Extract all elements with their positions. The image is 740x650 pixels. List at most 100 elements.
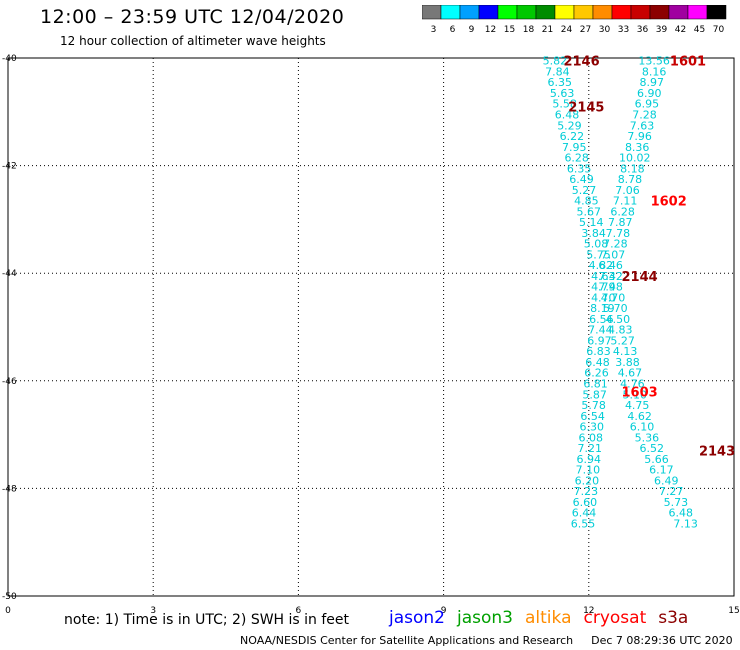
legend-s3a: s3a <box>658 608 689 628</box>
wave-height-label: 6.20 <box>575 474 600 487</box>
colorbar-label: 30 <box>599 25 611 35</box>
chart-title: 12:00 – 23:59 UTC 12/04/2020 <box>40 6 345 28</box>
wave-height-label: 7.28 <box>632 108 657 121</box>
legend-jason2: jason2 <box>389 608 445 628</box>
wave-height-label: 7.44 <box>588 324 613 337</box>
wave-height-label: 5.78 <box>581 399 606 412</box>
pass-time-annotation: 2143 <box>699 445 735 460</box>
wave-height-label: 7.42 <box>598 270 623 283</box>
timestamp-text: Dec 7 08:29:36 UTC 2020 <box>591 634 733 647</box>
wave-height-label: 4.82 <box>589 259 614 272</box>
wave-height-label: 6.08 <box>578 431 603 444</box>
x-tick-label: 3 <box>150 606 156 616</box>
colorbar-label: 24 <box>561 25 573 35</box>
pass-time-annotation: 2145 <box>568 100 604 115</box>
y-tick-label: -50 <box>2 592 17 602</box>
wave-height-label: 6.60 <box>573 496 598 509</box>
wave-height-label: 8.19 <box>590 302 615 315</box>
wave-height-label: 4.63 <box>591 270 616 283</box>
wave-height-label: 4.67 <box>618 367 643 380</box>
chart-subtitle: 12 hour collection of altimeter wave hei… <box>60 34 326 48</box>
wave-height-label: 5.36 <box>635 431 660 444</box>
plot-frame <box>7 57 735 597</box>
wave-height-label: 6.28 <box>564 152 589 165</box>
y-tick-label: -44 <box>2 269 17 279</box>
colorbar-label: 33 <box>618 25 629 35</box>
colorbar-label: 27 <box>580 25 591 35</box>
wave-height-label: 5.87 <box>582 388 607 401</box>
wave-height-label: 6.22 <box>560 130 585 143</box>
x-tick-label: 6 <box>296 606 302 616</box>
colorbar-label: 70 <box>713 25 725 35</box>
wave-height-label: 8.36 <box>625 141 650 154</box>
x-tick-label: 12 <box>583 606 594 616</box>
wave-height-label: 6.81 <box>583 377 608 390</box>
wave-height-label: 8.18 <box>620 162 645 175</box>
wave-height-label: 7.10 <box>576 464 601 477</box>
wave-height-label: 3.88 <box>615 356 640 369</box>
y-tick-label: -46 <box>2 377 17 387</box>
x-tick-label: 15 <box>728 606 739 616</box>
pass-time-annotation: 1601 <box>670 55 706 70</box>
wave-height-label: 6.52 <box>639 442 664 455</box>
x-tick-label: 0 <box>5 606 11 616</box>
wave-height-label: 5.63 <box>550 87 575 100</box>
wave-height-label: 6.90 <box>637 87 662 100</box>
wave-height-label: 6.26 <box>584 367 609 380</box>
wave-height-label: 5.82 <box>543 55 568 68</box>
wave-height-label: 7.84 <box>545 65 570 78</box>
wave-height-label: 5.27 <box>572 184 597 197</box>
legend-cryosat: cryosat <box>583 608 647 628</box>
wave-height-label: 6.48 <box>555 108 580 121</box>
legend-jason3: jason3 <box>457 608 513 628</box>
wave-height-label: 7.96 <box>627 130 652 143</box>
wave-height-label: 7.78 <box>606 227 631 240</box>
wave-height-label: 7.87 <box>608 216 633 229</box>
wave-height-label: 4.75 <box>625 399 650 412</box>
wave-height-label: 7.23 <box>574 485 599 498</box>
wave-height-label: 8.16 <box>642 65 667 78</box>
wave-height-label: 4.70 <box>591 291 616 304</box>
pass-time-annotation: 1602 <box>651 195 687 210</box>
wave-height-label: 6.95 <box>635 98 660 111</box>
wave-height-label: 6.35 <box>567 162 592 175</box>
wave-height-label: 5.08 <box>584 238 609 251</box>
wave-height-label: 6.44 <box>572 507 597 520</box>
wave-height-label: 7.21 <box>578 442 603 455</box>
wave-height-label: 6.97 <box>587 334 612 347</box>
wave-height-label: 6.30 <box>579 421 604 434</box>
wave-height-label: 6.28 <box>610 205 635 218</box>
colorbar-label: 6 <box>450 25 456 35</box>
wave-height-label: 5.27 <box>610 334 635 347</box>
wave-height-label: 13.56 <box>638 55 670 68</box>
y-tick-label: -42 <box>2 162 17 172</box>
wave-height-label: 4.70 <box>601 291 626 304</box>
wave-height-label: 5.66 <box>644 453 669 466</box>
wave-height-label: 6.17 <box>649 464 674 477</box>
wave-height-label: 6.46 <box>598 259 623 272</box>
wave-height-label: 4.62 <box>627 410 652 423</box>
wave-height-label: 7.28 <box>603 238 628 251</box>
wave-height-label: 8.78 <box>618 173 643 186</box>
wave-height-label: 4.50 <box>606 313 631 326</box>
wave-height-label: 6.94 <box>577 453 602 466</box>
wave-height-label: 7.48 <box>598 281 623 294</box>
wave-height-label: 7.07 <box>601 248 626 261</box>
pass-time-annotation: 2144 <box>622 270 658 285</box>
wave-height-label: 6.49 <box>569 173 594 186</box>
wave-height-label: 8.97 <box>639 76 664 89</box>
wave-height-label: 6.55 <box>571 517 596 530</box>
footnote: note: 1) Time is in UTC; 2) SWH is in fe… <box>64 612 350 628</box>
colorbar-label: 36 <box>637 25 649 35</box>
satellite-legend: jason2 jason3 altika cryosat s3a <box>389 608 700 628</box>
footer-credits: NOAA/NESDIS Center for Satellite Applica… <box>240 634 733 647</box>
colorbar-label: 12 <box>485 25 496 35</box>
wave-height-label: 5.10 <box>623 388 648 401</box>
wave-height-label: 5.70 <box>603 302 628 315</box>
wave-height-label: 4.85 <box>574 195 599 208</box>
colorbar-swatch <box>706 5 727 20</box>
wave-height-label: 6.10 <box>630 421 655 434</box>
y-tick-label: -48 <box>2 484 17 494</box>
wave-height-label: 7.95 <box>562 141 587 154</box>
